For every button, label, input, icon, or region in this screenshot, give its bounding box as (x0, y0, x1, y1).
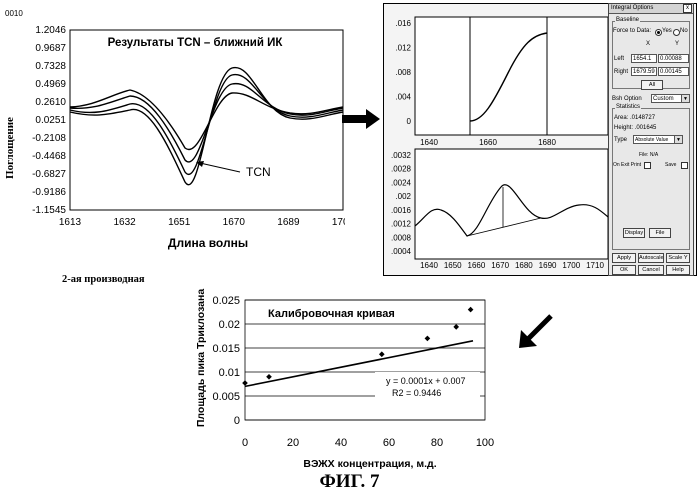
calibration-r2: R2 = 0.9446 (392, 388, 441, 398)
calibration-ytick-label: 0.025 (212, 295, 240, 307)
calibration-ytick-label: 0.02 (219, 319, 240, 331)
calibration-yticks: 0 0.005 0.01 0.015 0.02 0.025 (212, 295, 240, 427)
calibration-ylabel: Площадь пика Триклозана (195, 289, 207, 428)
calibration-xtick-label: 20 (287, 437, 299, 449)
calibration-xtick-label: 100 (476, 437, 494, 449)
calibration-ytick-label: 0.015 (212, 343, 240, 355)
calibration-xtick-label: 0 (242, 437, 248, 449)
calibration-xtick-label: 80 (431, 437, 443, 449)
calibration-ytick-label: 0.005 (212, 391, 240, 403)
calibration-ytick-label: 0 (234, 415, 240, 427)
calibration-xlabel: ВЭЖХ концентрация, м.д. (303, 458, 436, 470)
calibration-xtick-label: 40 (335, 437, 347, 449)
calibration-xticks: 0 20 40 60 80 100 (242, 437, 494, 449)
calibration-ytick-label: 0.01 (219, 367, 240, 379)
figure-caption: ФИГ. 7 (0, 471, 699, 493)
calibration-equation: y = 0.0001x + 0.007 (386, 376, 466, 386)
calibration-xtick-label: 60 (383, 437, 395, 449)
calibration-title: Калибровочная кривая (268, 308, 395, 320)
